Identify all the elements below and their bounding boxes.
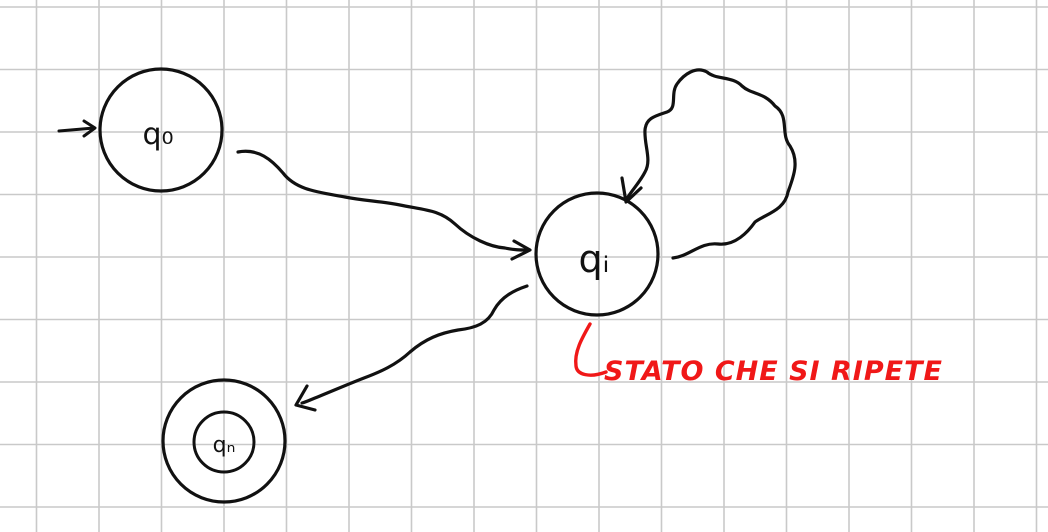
state-qi: qᵢ	[534, 191, 660, 317]
annotation-bracket	[574, 322, 608, 377]
state-qn-label: qₙ	[213, 433, 236, 458]
state-qn: qₙ	[161, 378, 287, 504]
annotation: STATO CHE SI RIPETE	[574, 322, 943, 387]
start-arrow	[57, 119, 97, 138]
edge-q0-to-qi	[236, 149, 532, 261]
annotation-text: STATO CHE SI RIPETE	[604, 356, 943, 387]
self-loop-qi	[620, 68, 797, 260]
state-q0-label: q₀	[142, 117, 173, 152]
edge-qi-to-qn	[294, 284, 529, 412]
state-q0: q₀	[98, 67, 224, 193]
state-qi-label: qᵢ	[579, 237, 610, 281]
